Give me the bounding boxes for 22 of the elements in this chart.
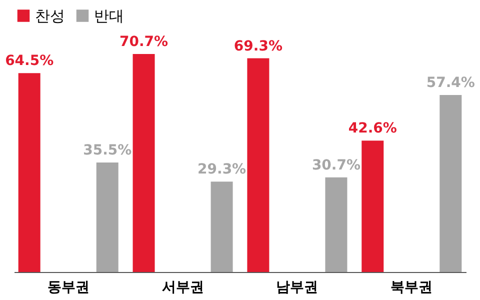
bar [325, 177, 348, 272]
bar [247, 58, 270, 272]
data-label: 29.3% [198, 162, 246, 178]
bar [362, 140, 384, 272]
legend-label: 반대 [94, 6, 124, 25]
x-tick-label: 서부권 [162, 280, 204, 296]
data-label: 64.5% [5, 53, 54, 70]
data-label: 69.3% [234, 38, 282, 54]
bar [440, 94, 462, 272]
x-tick-label: 북부권 [390, 280, 433, 296]
data-label: 57.4% [426, 74, 475, 91]
data-label: 35.5% [83, 142, 132, 159]
legend-label: 찬성 [35, 6, 65, 25]
x-tick-label: 동부권 [47, 280, 90, 296]
bar [18, 73, 40, 272]
data-label: 70.7% [119, 34, 168, 50]
bar [132, 54, 155, 272]
data-label: 30.7% [312, 157, 361, 174]
data-label: 42.6% [348, 120, 397, 137]
x-tick-label: 남부권 [276, 280, 318, 296]
bar [96, 162, 118, 272]
bar [210, 182, 233, 272]
